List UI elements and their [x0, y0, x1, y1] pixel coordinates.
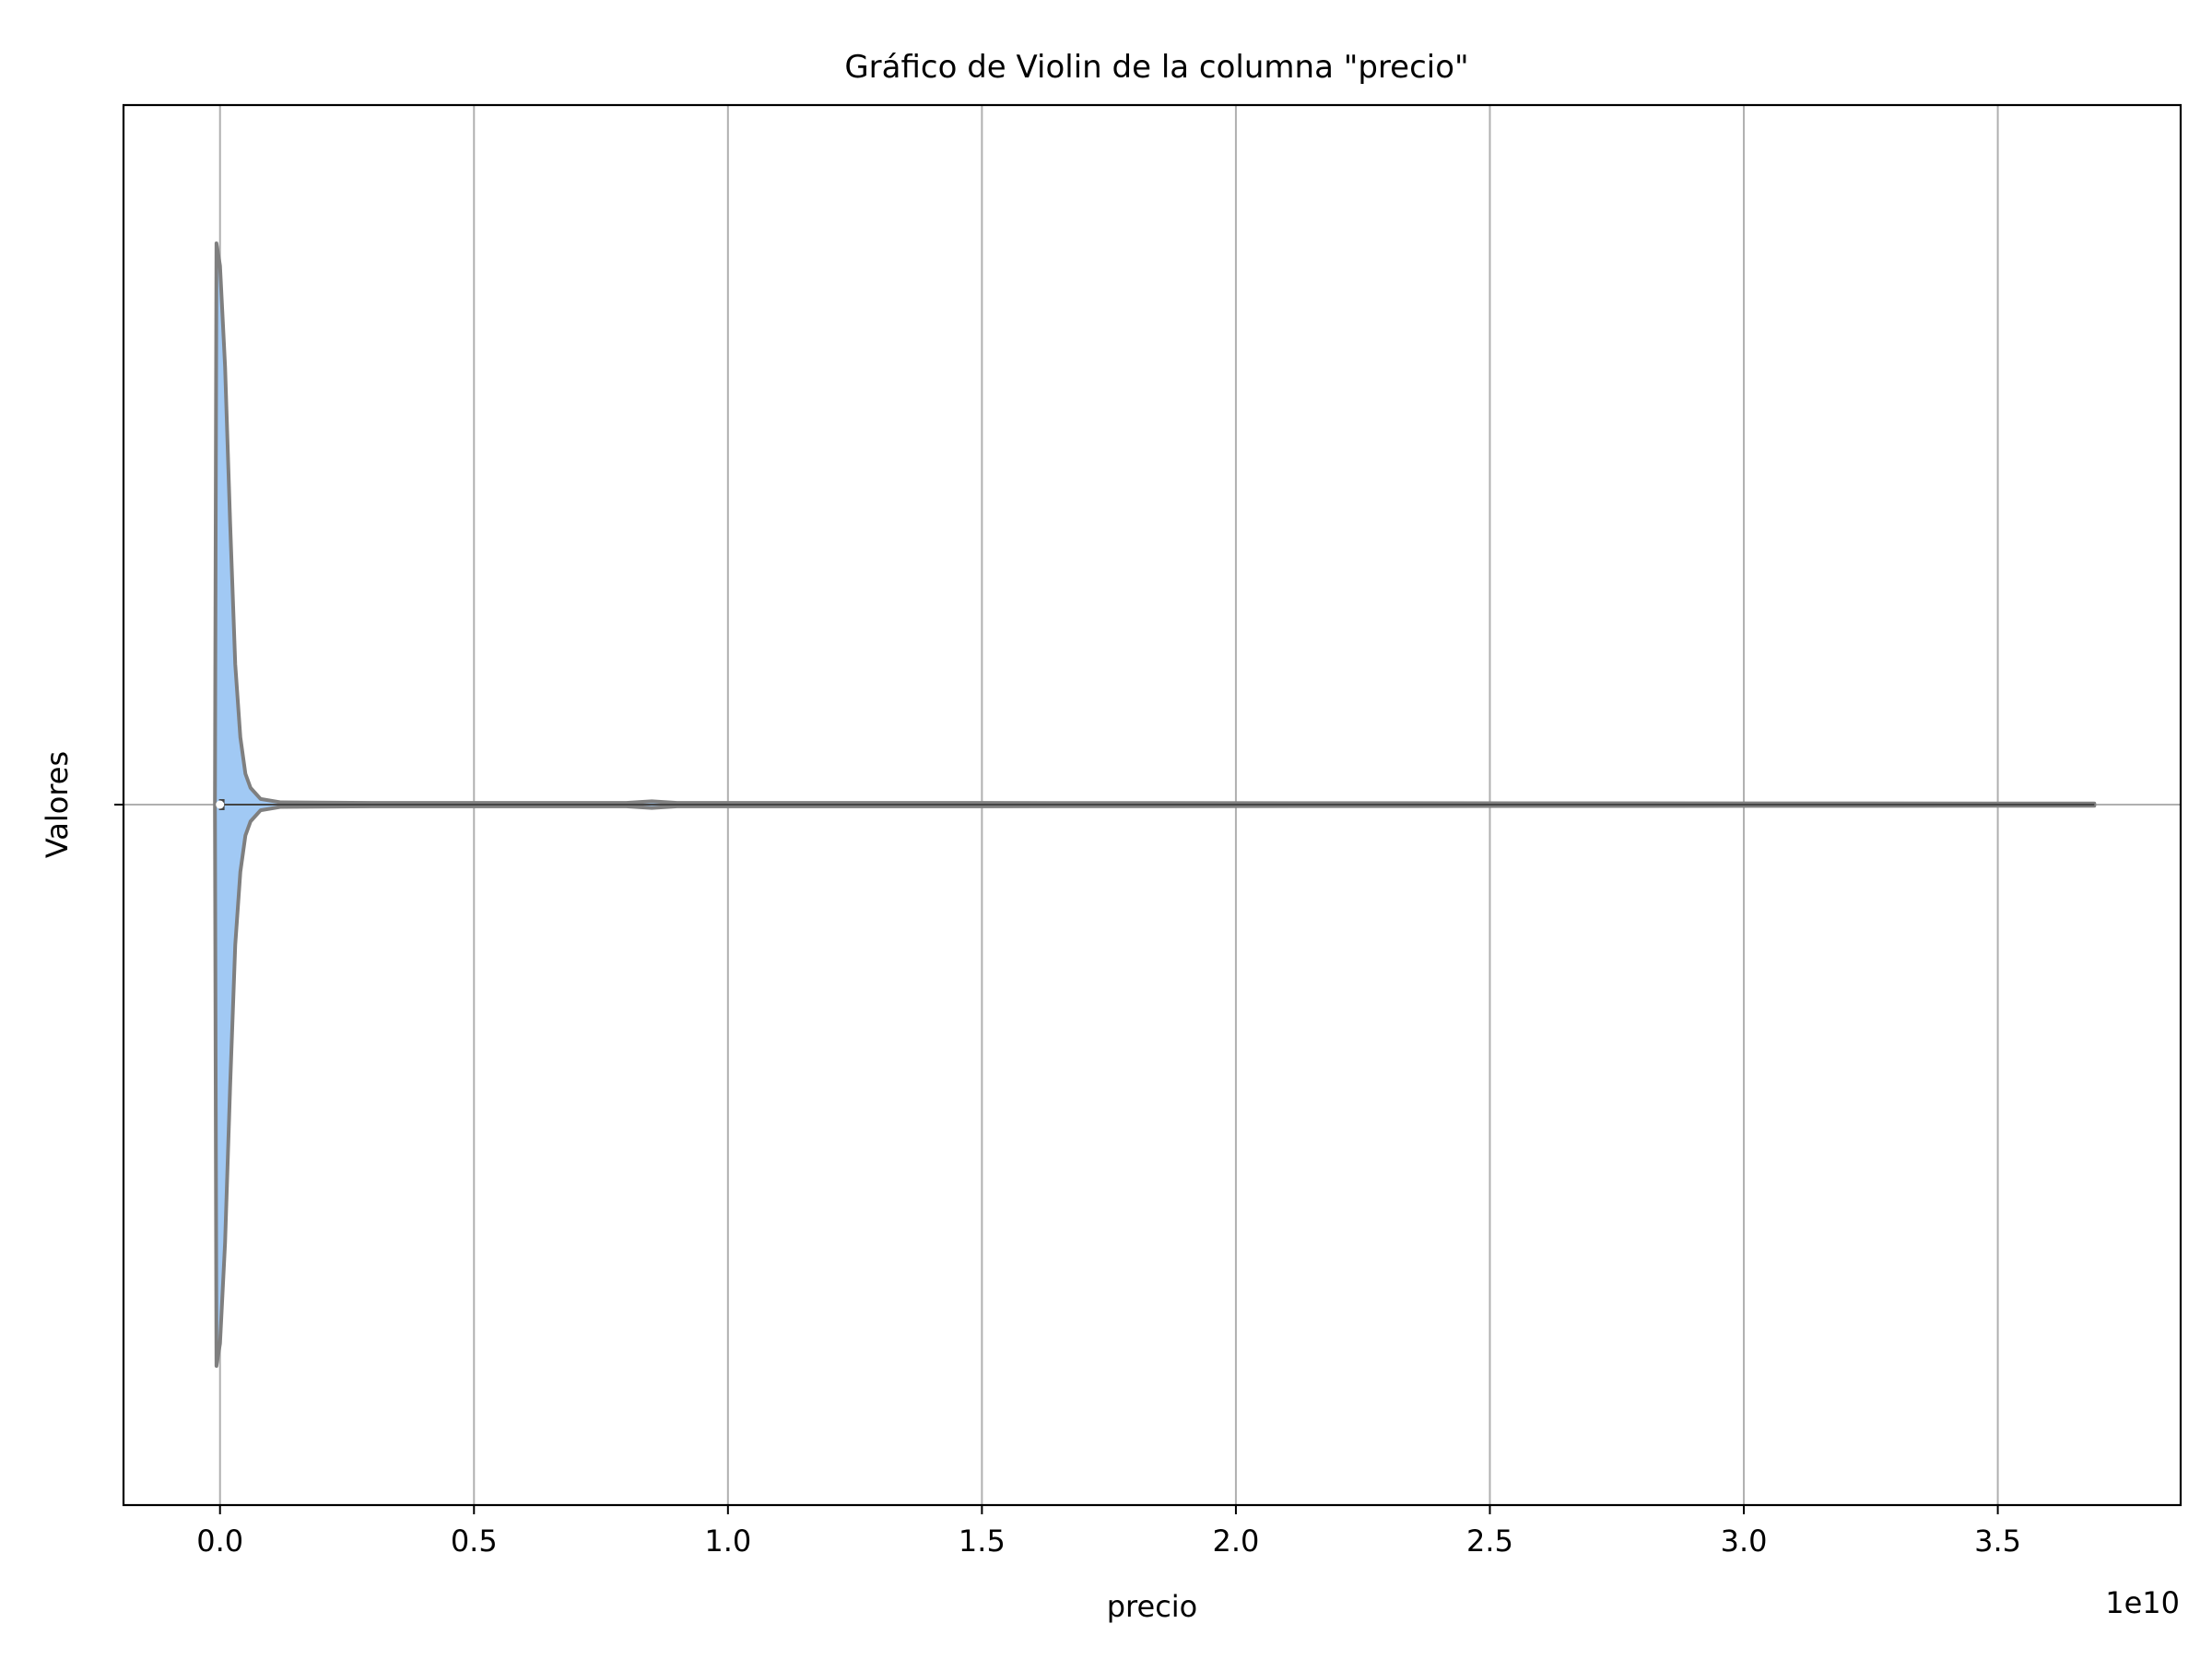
x-tick-label: 2.5: [1466, 1524, 1513, 1559]
x-tick-label: 1.5: [959, 1524, 1006, 1559]
violin-series: [213, 241, 2097, 1368]
y-axis-label: Valores: [40, 751, 75, 858]
x-axis-label: precio: [1107, 1589, 1198, 1624]
chart-title: Gráfico de Violin de la columna "precio": [844, 49, 1468, 86]
x-tick-label: 0.5: [451, 1524, 498, 1559]
x-axis-offset-label: 1e10: [2105, 1585, 2180, 1620]
x-tick-label: 2.0: [1212, 1524, 1259, 1559]
x-tick-label: 0.0: [196, 1524, 243, 1559]
violin-median: [216, 800, 225, 809]
x-axis-ticks: 0.0 0.5 1.0 1.5 2.0 2.5 3.0 3.5: [196, 1505, 2021, 1559]
x-tick-label: 3.0: [1721, 1524, 1768, 1559]
x-tick-label: 3.5: [1974, 1524, 2021, 1559]
x-tick-label: 1.0: [704, 1524, 751, 1559]
